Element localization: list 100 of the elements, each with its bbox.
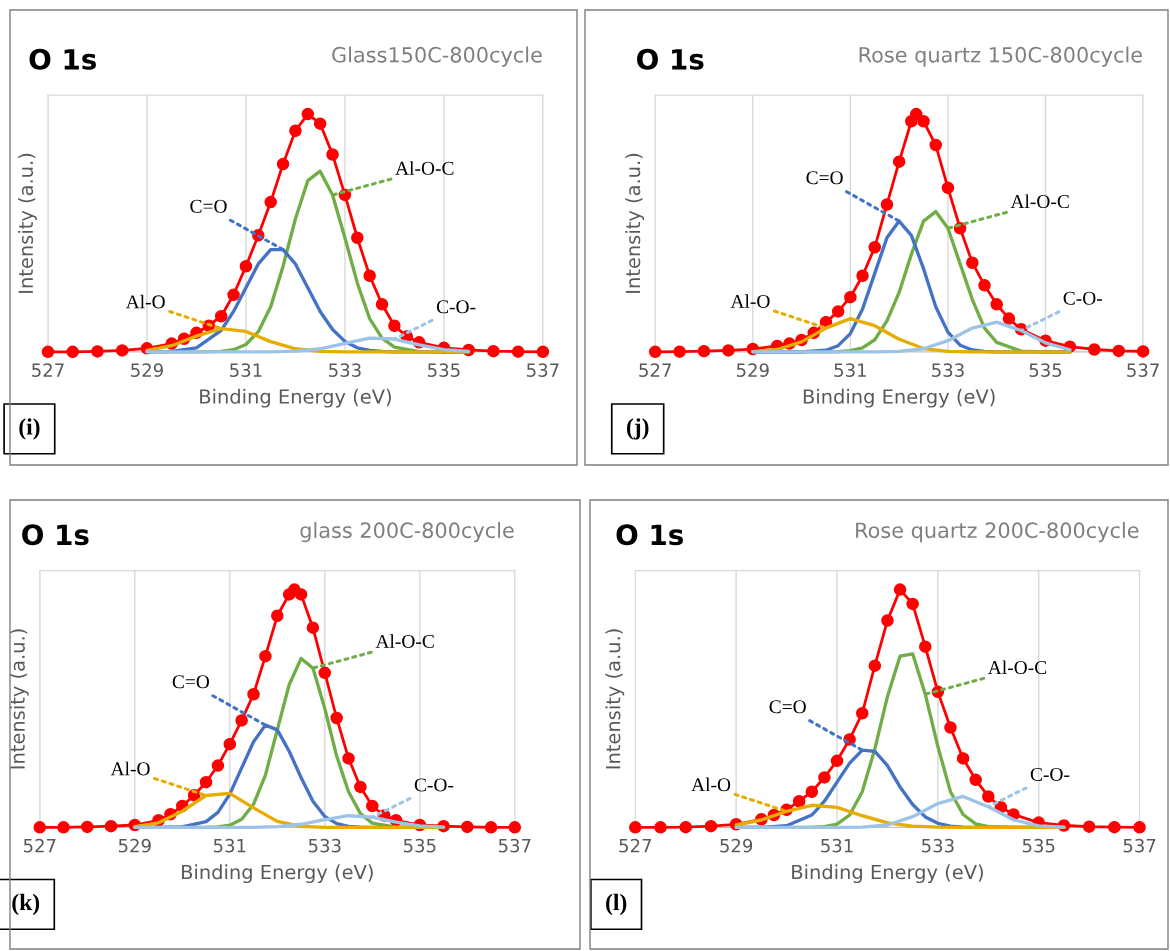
x-axis-title: Binding Energy (eV) [182,864,373,884]
point [211,759,225,772]
point [326,148,339,161]
x-tick-label: 531 [834,363,866,377]
annotation: Al-O [110,761,150,776]
chart-subtitle: Glass150C-800cycle [332,46,542,67]
point [81,820,94,834]
point [855,706,869,720]
point [461,820,474,834]
point [956,752,970,765]
x-tick-label: 537 [1123,838,1156,853]
point [104,819,118,833]
point [944,721,957,734]
point [536,345,550,359]
x-tick-label: 527 [23,838,56,853]
annotation: Al-O [730,294,770,308]
x-tick-label: 535 [1029,363,1062,377]
point [199,775,213,789]
point [301,107,315,121]
point [484,821,498,834]
x-tick-label: 535 [428,363,460,377]
point [276,157,290,171]
point [1108,820,1121,834]
x-tick-label: 533 [932,363,964,377]
x-tick-label: 529 [736,363,769,377]
annotation: C=O [806,171,843,185]
point [906,597,919,611]
chart-subtitle: Rose quartz 200C-800cycle [856,522,1139,543]
x-tick-label: 529 [131,363,163,377]
point [868,659,882,672]
point [366,799,379,813]
point [868,241,882,254]
x-tick-label: 535 [403,838,436,853]
annotation: Al-O-C [395,161,454,175]
point [629,821,642,834]
point [722,344,735,357]
chart-title: O 1s [29,48,96,70]
point [1112,344,1125,358]
point [805,785,819,798]
point [33,821,47,834]
x-tick-label: 537 [527,363,559,377]
point [306,621,320,634]
annotation: C=O [769,700,806,714]
point [1088,343,1101,356]
text: (j) [626,418,649,440]
x-tick-label: 537 [498,838,531,853]
point [969,773,982,787]
point [982,790,995,803]
x-tick-label: 537 [1127,363,1159,377]
point [294,588,308,601]
point [388,319,401,332]
point [966,256,979,269]
point [844,290,857,304]
point [354,780,367,794]
annotation: C-O- [1030,767,1070,781]
annotation: C-O- [436,300,476,314]
x-tick-label: 531 [230,363,262,377]
point [313,117,327,130]
x-tick-label: 533 [329,363,361,377]
point [704,819,718,833]
point [247,687,260,701]
annotation: Al-O [691,777,731,792]
point [978,279,991,292]
x-tick-label: 529 [720,838,753,853]
x-tick-label: 529 [118,838,151,853]
point [1133,821,1146,834]
point [990,298,1003,311]
point [892,155,906,168]
point [351,231,364,245]
point [508,821,522,834]
point [375,298,389,311]
annotation: C-O- [1063,291,1103,305]
point [227,288,240,302]
point [648,345,662,359]
point [271,609,284,623]
point [115,344,129,357]
point [919,640,932,653]
point [91,345,104,358]
annotation: Al-O-C [1010,194,1069,209]
text: (l) [606,893,627,916]
point [66,345,79,359]
point [1082,820,1096,833]
x-tick-label: 527 [32,363,64,377]
point [929,138,942,152]
point [57,821,70,834]
annotation: Al-O-C [987,660,1047,675]
point [697,344,711,358]
chart-title: O 1s [637,48,704,70]
point [330,711,343,725]
x-tick-label: 531 [213,838,246,853]
x-tick-label: 531 [821,838,853,853]
point [223,737,237,751]
x-tick-label: 527 [619,838,651,853]
point [909,107,923,121]
point [893,583,907,596]
annotation: C=O [190,199,227,213]
point [856,269,869,283]
point [363,269,376,283]
point [830,754,844,768]
x-axis-title: Binding Energy (eV) [803,388,995,408]
